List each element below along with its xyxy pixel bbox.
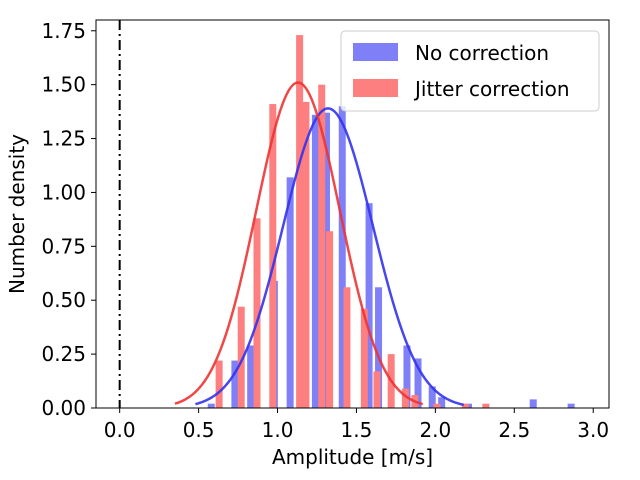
bar-no-correction-13 xyxy=(438,397,446,408)
bars-layer xyxy=(207,35,575,409)
fit-curves-layer xyxy=(174,81,465,407)
bar-no-correction-9 xyxy=(375,287,383,408)
bar-jitter-correction-1 xyxy=(237,306,245,408)
x-axis-title: Amplitude [m/s] xyxy=(272,445,433,469)
bar-no-correction-2 xyxy=(247,345,255,408)
x-tick-label: 0.5 xyxy=(183,418,215,442)
bar-jitter-correction-16 xyxy=(482,403,490,408)
bar-no-correction-7 xyxy=(338,106,346,408)
bar-no-correction-5 xyxy=(311,114,319,408)
bar-jitter-correction-6 xyxy=(318,84,326,409)
bar-no-correction-8 xyxy=(365,203,373,408)
y-tick-label: 0.00 xyxy=(41,396,86,420)
fit-curve-no-correction xyxy=(195,107,465,407)
bar-jitter-correction-7 xyxy=(326,231,334,408)
legend-label-jitter-correction: Jitter correction xyxy=(413,77,570,101)
bar-jitter-correction-9 xyxy=(360,308,368,408)
bar-no-correction-0 xyxy=(207,403,215,408)
plot-frame xyxy=(95,19,610,409)
legend-swatch-jitter-correction xyxy=(353,79,398,97)
bar-jitter-correction-12 xyxy=(401,388,409,408)
bar-jitter-correction-2 xyxy=(253,218,261,408)
bar-jitter-correction-10 xyxy=(373,371,381,408)
bar-jitter-correction-15 xyxy=(461,403,469,408)
y-axis-title: Number density xyxy=(5,134,29,294)
bar-jitter-correction-4 xyxy=(296,35,304,408)
bar-no-correction-16 xyxy=(567,403,575,408)
x-axis-ticks: 0.0 0.5 1.0 1.5 2.0 2.5 3.0 xyxy=(104,408,609,442)
x-tick-label: 2.0 xyxy=(419,418,451,442)
y-tick-label: 0.75 xyxy=(41,234,86,258)
x-tick-label: 1.5 xyxy=(341,418,373,442)
x-tick-label: 1.0 xyxy=(262,418,294,442)
bar-no-correction-1 xyxy=(231,360,239,408)
bar-no-correction-10 xyxy=(403,345,411,408)
legend: No correction Jitter correction xyxy=(340,30,600,112)
x-tick-label: 3.0 xyxy=(577,418,609,442)
y-tick-label: 0.25 xyxy=(41,342,86,366)
bar-jitter-correction-5 xyxy=(302,101,310,409)
bar-jitter-correction-8 xyxy=(343,287,351,408)
x-tick-label: 2.5 xyxy=(498,418,530,442)
bar-jitter-correction-14 xyxy=(433,403,441,408)
bar-no-correction-4 xyxy=(286,177,294,408)
bar-no-correction-12 xyxy=(428,386,436,408)
y-tick-label: 1.50 xyxy=(41,73,86,97)
bar-jitter-correction-3 xyxy=(269,104,277,409)
y-tick-label: 0.50 xyxy=(41,288,86,312)
bar-no-correction-11 xyxy=(414,358,422,408)
bar-jitter-correction-0 xyxy=(215,360,223,408)
fit-curve-jitter-correction xyxy=(174,81,424,406)
y-tick-label: 1.00 xyxy=(41,180,86,204)
legend-label-no-correction: No correction xyxy=(415,41,549,65)
y-tick-label: 1.75 xyxy=(41,19,86,43)
y-tick-label: 1.25 xyxy=(41,127,86,151)
bar-no-correction-15 xyxy=(529,399,537,408)
legend-box xyxy=(340,30,600,112)
legend-swatch-no-correction xyxy=(353,43,398,61)
y-axis-ticks: 0.00 0.25 0.50 0.75 1.00 1.25 1.50 1.75 xyxy=(41,19,96,420)
x-tick-label: 0.0 xyxy=(104,418,136,442)
